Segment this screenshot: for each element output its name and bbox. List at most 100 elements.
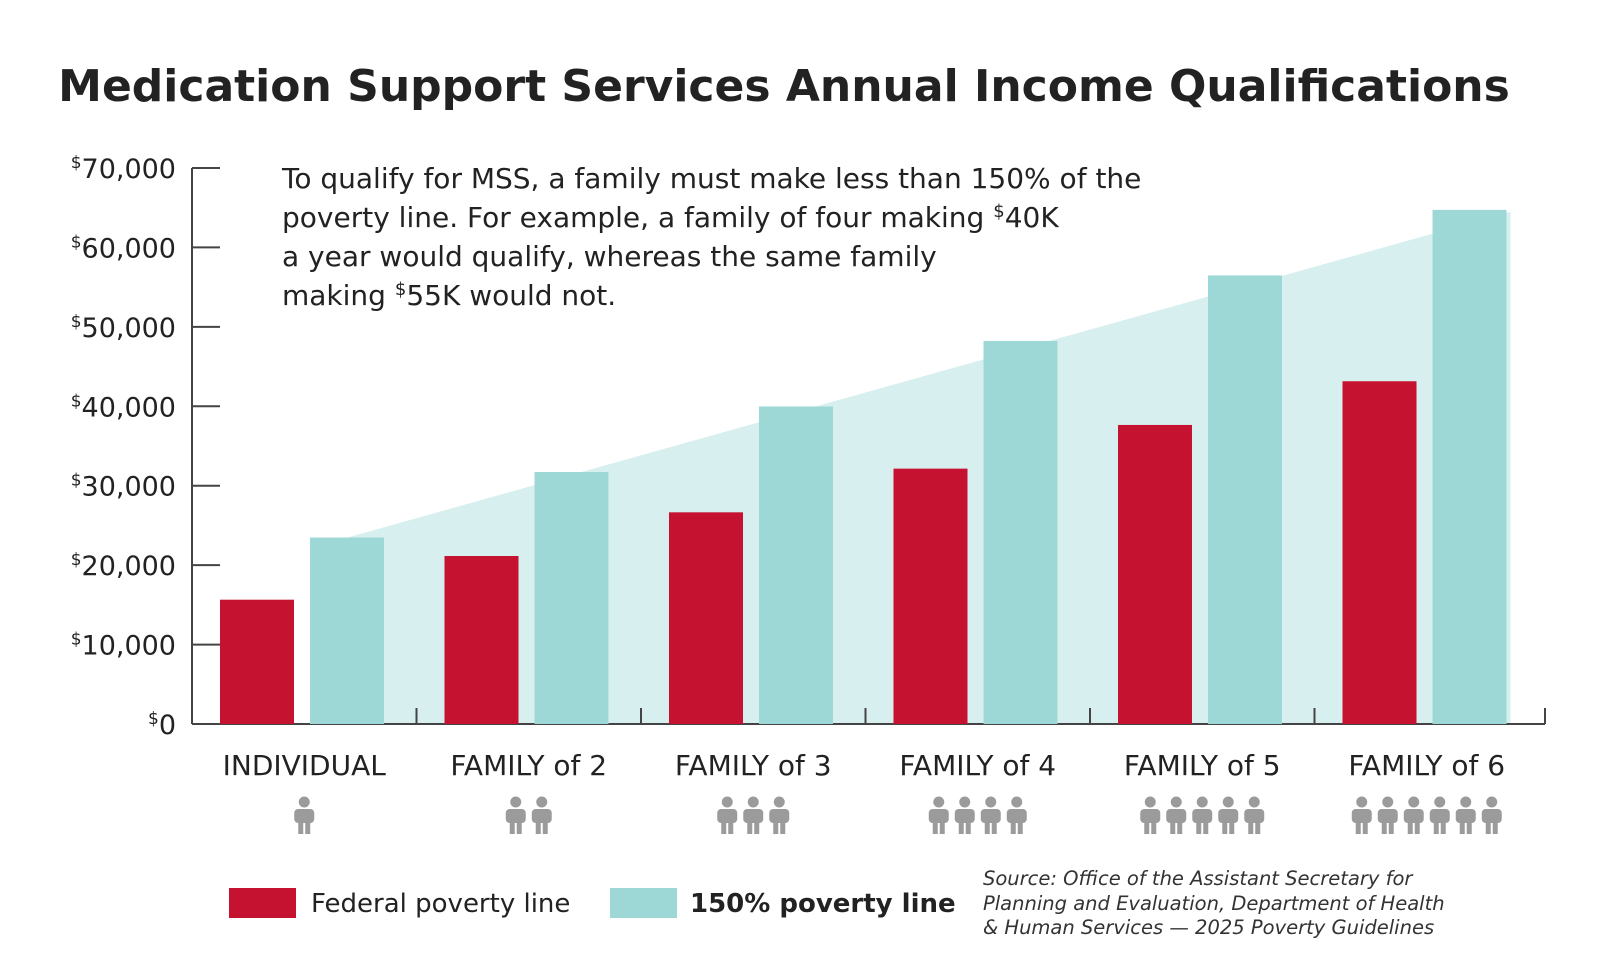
person-icon-leg: [965, 820, 971, 834]
legend-label-federal: Federal poverty line: [311, 889, 570, 919]
person-icon-leg: [939, 820, 945, 834]
y-tick-label: $10,000: [71, 630, 176, 662]
person-icon-body: [505, 809, 526, 823]
person-icon-body: [980, 809, 1001, 823]
person-icon-leg: [1229, 820, 1235, 834]
person-icon-leg: [1485, 820, 1491, 834]
person-icon-body: [743, 809, 764, 823]
y-tick-label: $20,000: [71, 550, 176, 582]
person-icon-body: [954, 809, 975, 823]
person-icon-leg: [516, 820, 522, 834]
person-icon: [717, 796, 738, 834]
person-icon: [1244, 796, 1265, 834]
person-icon-leg: [1466, 820, 1472, 834]
person-icon-head: [1460, 796, 1472, 808]
person-icon: [1403, 796, 1424, 834]
people-icons-group: [717, 796, 790, 834]
x-category-label: FAMILY of 5: [1124, 749, 1281, 782]
bar-150-poverty-line: [1208, 275, 1282, 724]
people-icons-group: [1351, 796, 1502, 834]
person-icon: [1140, 796, 1161, 834]
person-icon-body: [1351, 809, 1372, 823]
person-icon-head: [1434, 796, 1446, 808]
person-icon-leg: [298, 820, 304, 834]
person-icon-leg: [754, 820, 760, 834]
person-icon-leg: [1151, 820, 1157, 834]
person-icon: [1455, 796, 1476, 834]
legend-swatch-150: [610, 888, 677, 918]
x-category-label: FAMILY of 4: [899, 749, 1056, 782]
bar-federal-poverty-line: [1342, 381, 1417, 724]
people-icons-group: [294, 796, 315, 834]
person-icon-head: [933, 796, 945, 808]
person-icon-body: [531, 809, 552, 823]
bar-150-poverty-line: [1432, 209, 1507, 725]
y-tick-label: $70,000: [71, 153, 176, 185]
people-icons-group: [1140, 796, 1265, 834]
person-icon-leg: [991, 820, 997, 834]
legend-swatch-federal: [229, 888, 296, 918]
person-icon: [294, 796, 315, 834]
person-icon-leg: [728, 820, 734, 834]
person-icon-body: [1455, 809, 1476, 823]
person-icon: [1192, 796, 1213, 834]
person-icon-body: [1006, 809, 1027, 823]
person-icon-body: [1140, 809, 1161, 823]
x-category-label: INDIVIDUAL: [223, 749, 387, 782]
person-icon: [1429, 796, 1450, 834]
person-icon-head: [1486, 796, 1498, 808]
person-icon-body: [769, 809, 790, 823]
people-icons-group: [505, 796, 552, 834]
person-icon: [1218, 796, 1239, 834]
person-icon-body: [1377, 809, 1398, 823]
person-icon: [1377, 796, 1398, 834]
person-icon-head: [1196, 796, 1208, 808]
chart-title: Medication Support Services Annual Incom…: [58, 61, 1510, 112]
annotation-text-line: To qualify for MSS, a family must make l…: [281, 162, 1141, 195]
person-icon: [743, 796, 764, 834]
source-note-line: & Human Services — 2025 Poverty Guidelin…: [983, 916, 1434, 939]
x-category-label: FAMILY of 6: [1348, 749, 1505, 782]
person-icon-leg: [747, 820, 753, 834]
person-icon: [531, 796, 552, 834]
person-icon-body: [717, 809, 738, 823]
bar-federal-poverty-line: [1118, 424, 1192, 724]
person-icon: [505, 796, 526, 834]
bar-150-poverty-line: [759, 406, 833, 724]
person-icon-body: [1429, 809, 1450, 823]
person-icon-leg: [1381, 820, 1387, 834]
person-icon-leg: [773, 820, 779, 834]
person-icon-body: [1403, 809, 1424, 823]
person-icon: [1481, 796, 1502, 834]
x-category-label: FAMILY of 2: [450, 749, 607, 782]
person-icon-body: [1192, 809, 1213, 823]
person-icon-leg: [542, 820, 548, 834]
person-icon-leg: [1144, 820, 1150, 834]
person-icon-leg: [1355, 820, 1361, 834]
person-icon-head: [1382, 796, 1394, 808]
y-tick-label: $30,000: [71, 471, 176, 503]
people-icons-group: [928, 796, 1027, 834]
person-icon: [928, 796, 949, 834]
person-icon-leg: [1203, 820, 1209, 834]
person-icon-head: [1222, 796, 1234, 808]
person-icon-head: [1408, 796, 1420, 808]
person-icon-head: [536, 796, 548, 808]
person-icon-leg: [1010, 820, 1016, 834]
x-category-label: FAMILY of 3: [675, 749, 832, 782]
person-icon-head: [747, 796, 759, 808]
bar-federal-poverty-line: [220, 599, 294, 724]
person-icon-leg: [1407, 820, 1413, 834]
person-icon-leg: [1017, 820, 1023, 834]
person-icon-head: [721, 796, 733, 808]
person-icon-head: [1170, 796, 1182, 808]
person-icon-body: [1481, 809, 1502, 823]
person-icon-leg: [1196, 820, 1202, 834]
person-icon: [1166, 796, 1187, 834]
legend-label-150: 150% poverty line: [690, 889, 956, 919]
person-icon-body: [1218, 809, 1239, 823]
person-icon-leg: [1177, 820, 1183, 834]
person-icon-leg: [509, 820, 515, 834]
annotation-text-line: a year would qualify, whereas the same f…: [282, 240, 937, 273]
